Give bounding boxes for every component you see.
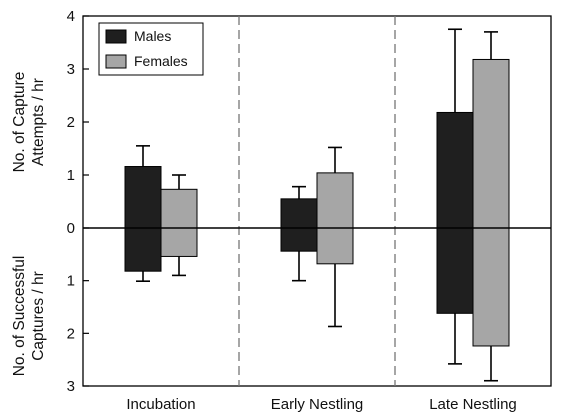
- y-tick-label: 1: [67, 167, 75, 184]
- bar-males: [436, 111, 474, 314]
- y-tick-label: 4: [67, 8, 75, 25]
- y-axis-ticks: 4 3 2 1 0 1 2 3: [67, 8, 89, 395]
- y-tick-label: 1: [67, 273, 75, 290]
- group-dividers: [238, 16, 396, 386]
- y-tick-label: 3: [67, 61, 75, 78]
- error-bars-layer: [136, 28, 498, 382]
- y-tick-label: 3: [67, 378, 75, 395]
- legend-swatch-males: [105, 29, 127, 44]
- x-category-label: Early Nestling: [271, 396, 364, 412]
- legend-label-females: Females: [134, 53, 188, 69]
- bar-females: [472, 58, 510, 347]
- x-category-label: Late Nestling: [429, 396, 517, 412]
- bar-males: [124, 166, 162, 272]
- x-axis-labels: Incubation Early Nestling Late Nestling: [126, 396, 516, 412]
- legend: Males Females: [98, 22, 204, 76]
- y-title-upper-line-1: No. of Capture: [11, 72, 28, 173]
- bar-females: [316, 172, 354, 265]
- x-category-label: Incubation: [126, 396, 195, 412]
- y-tick-label: 0: [67, 220, 75, 237]
- y-tick-label: 2: [67, 325, 75, 342]
- y-title-lower-line-2: Captures / hr: [30, 271, 47, 361]
- bar-females: [160, 188, 198, 257]
- legend-swatch-females: [105, 54, 127, 69]
- y-tick-label: 2: [67, 114, 75, 131]
- legend-label-males: Males: [134, 28, 171, 44]
- y-title-lower-line-1: No. of Successful: [11, 256, 28, 377]
- y-axis-titles: No. of Capture Attempts / hr No. of Succ…: [11, 72, 47, 377]
- y-title-upper-line-2: Attempts / hr: [30, 78, 47, 166]
- bars-layer: [124, 58, 510, 347]
- bar-males: [280, 198, 318, 252]
